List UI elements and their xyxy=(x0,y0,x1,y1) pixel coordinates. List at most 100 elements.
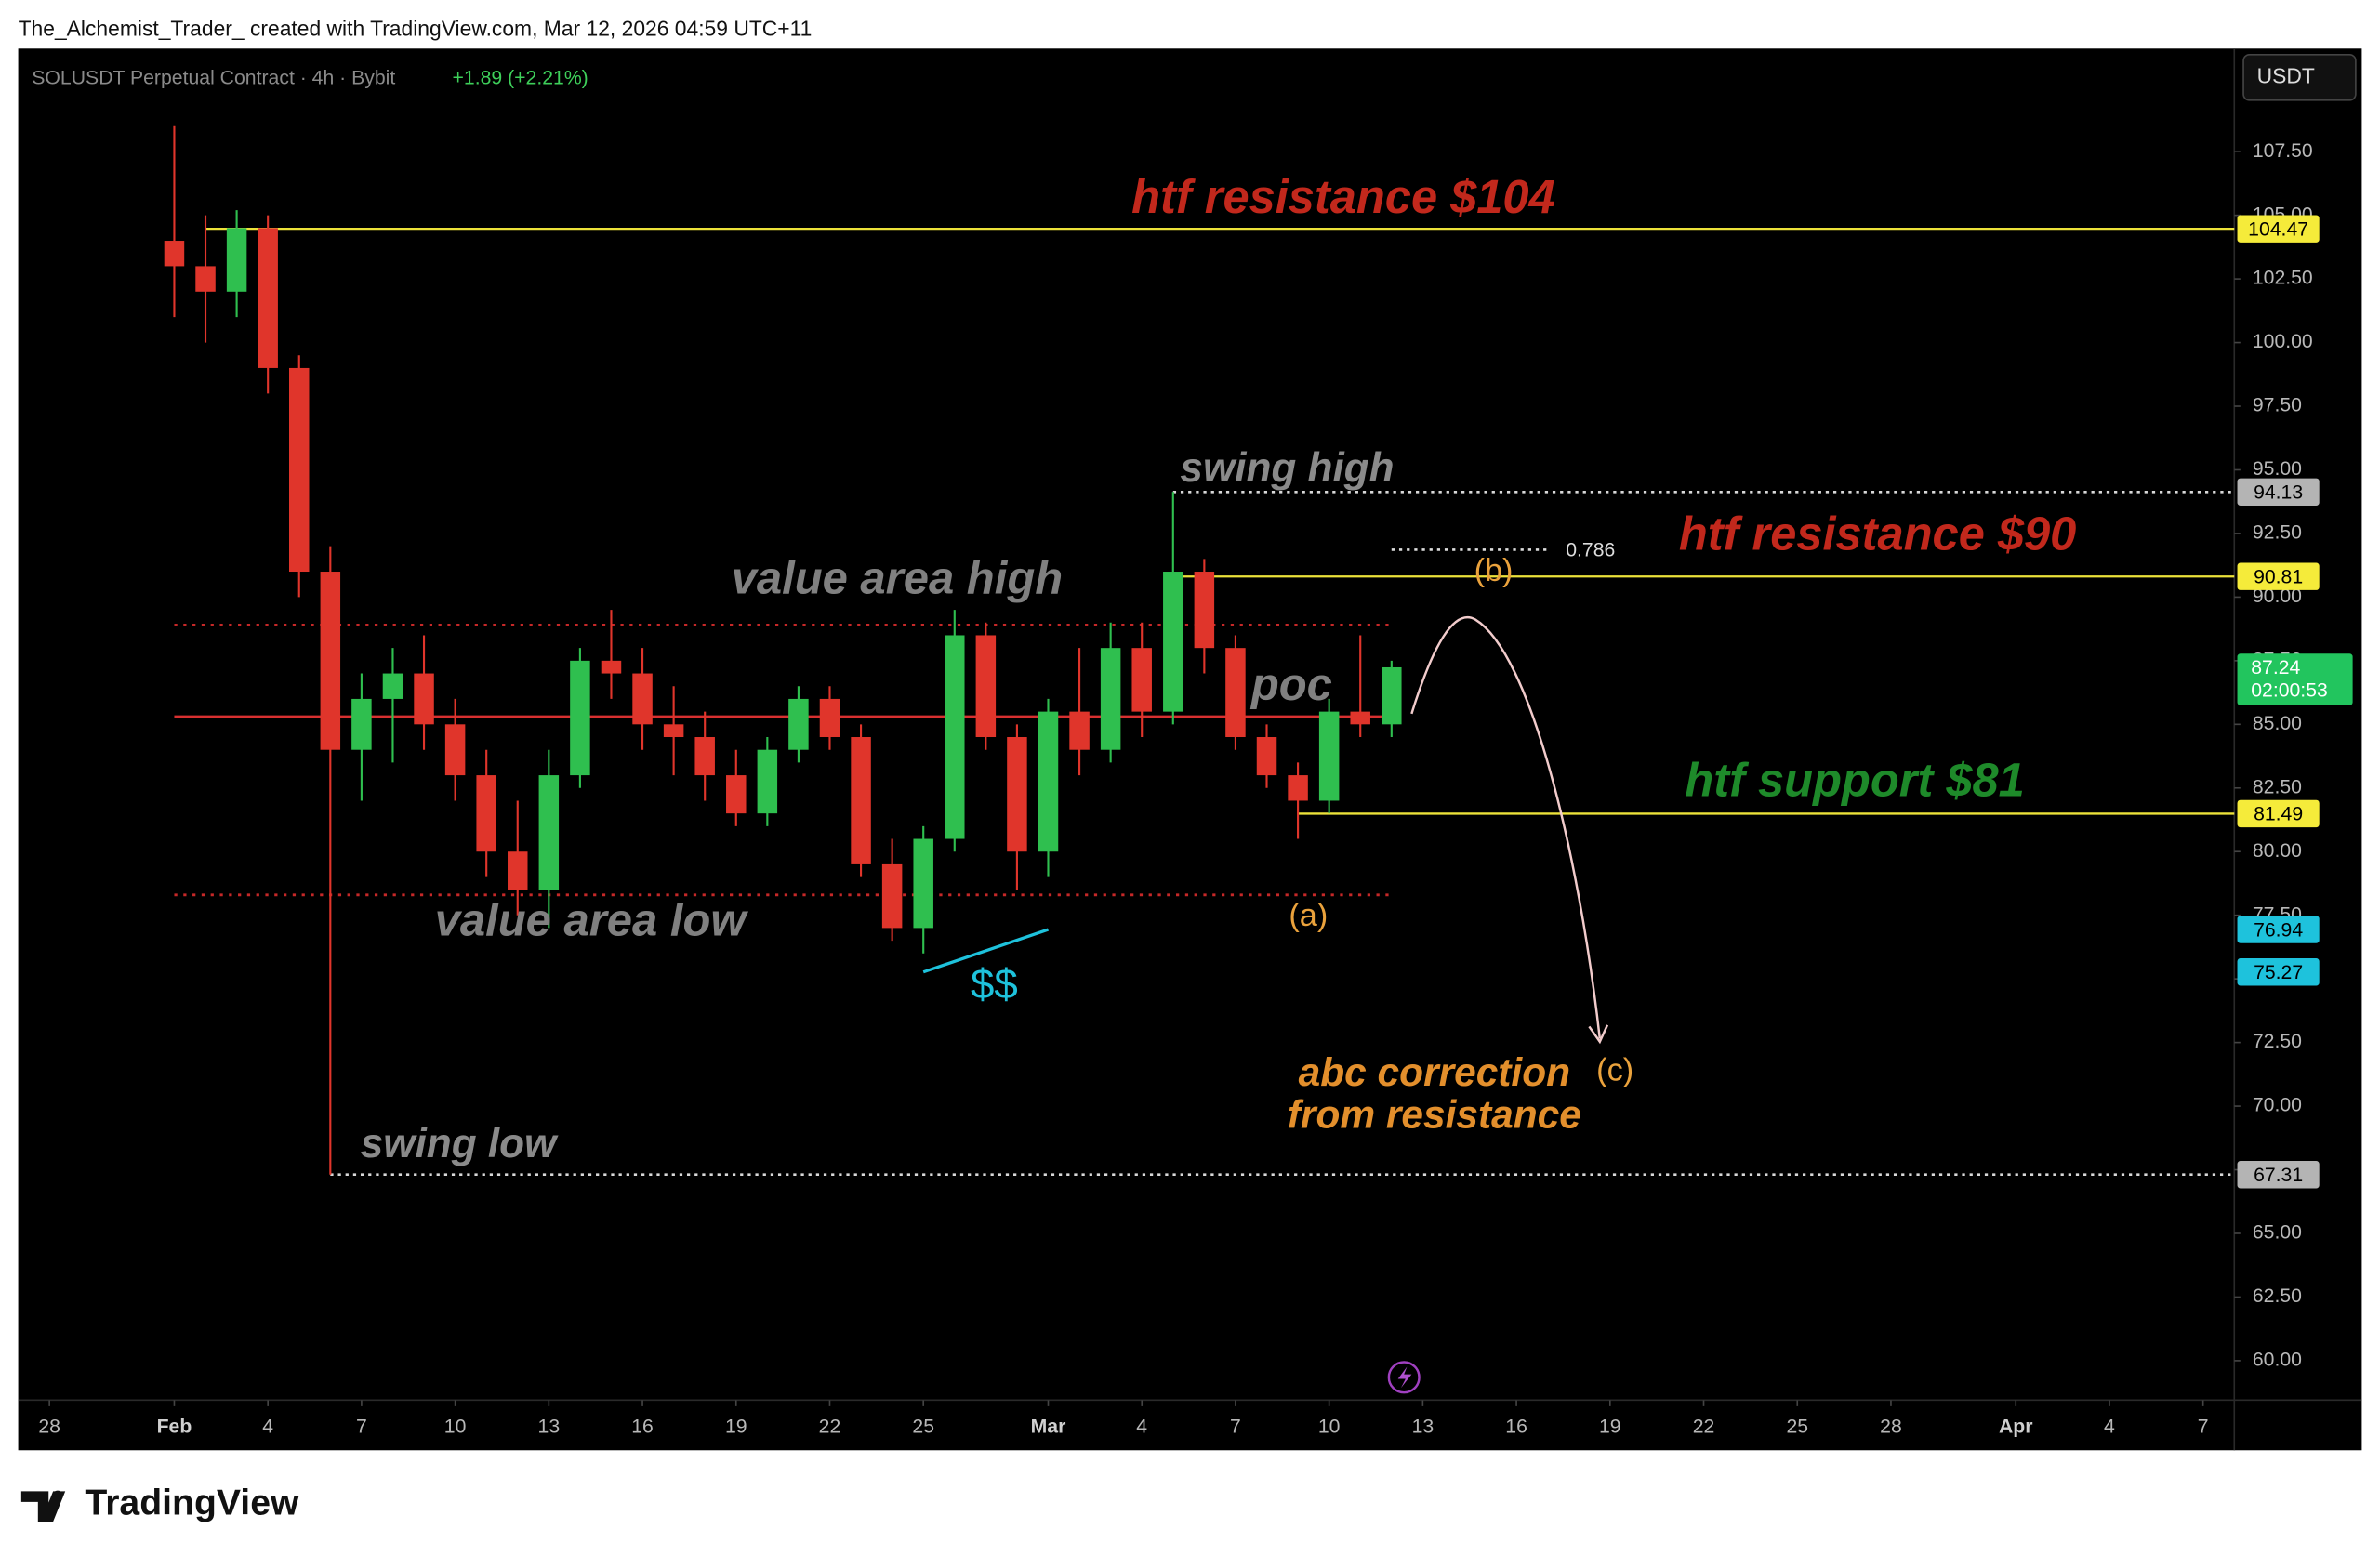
y-tick-label: 102.50 xyxy=(2253,268,2313,289)
annotation: htf resistance $104 xyxy=(1131,170,1555,223)
trendline xyxy=(922,928,1050,974)
y-tick-label: 107.50 xyxy=(2253,140,2313,162)
x-tick-label: 4 xyxy=(262,1416,273,1437)
x-tick-label: Mar xyxy=(1031,1416,1066,1437)
candle-body xyxy=(164,241,185,267)
candle-body xyxy=(913,838,933,929)
price-tag-label: 67.31 xyxy=(2254,1165,2303,1186)
trend-tag xyxy=(2237,916,2320,943)
candle-body xyxy=(663,724,684,738)
y-tick-label: 72.50 xyxy=(2253,1031,2302,1052)
annotation: $$ xyxy=(971,960,1018,1008)
candle-body xyxy=(444,724,466,776)
candle-body xyxy=(1194,572,1215,649)
price-tag xyxy=(2237,1161,2320,1189)
price-tag xyxy=(2237,215,2320,243)
annotation: swing high xyxy=(1180,445,1394,491)
brand-logo: TradingView xyxy=(20,1483,299,1522)
x-tick-label: 13 xyxy=(538,1416,561,1437)
candle-body xyxy=(726,775,747,814)
y-tick-label: 92.50 xyxy=(2253,522,2302,544)
fib-label: 0.786 xyxy=(1566,540,1615,561)
annotation: value area high xyxy=(732,554,1064,604)
annotation: from resistance xyxy=(1288,1093,1581,1137)
y-tick-label: 62.50 xyxy=(2253,1285,2302,1307)
y-tick-label: 100.00 xyxy=(2253,331,2313,352)
price-tag-label: 94.13 xyxy=(2254,482,2303,504)
trend-tag-label: 75.27 xyxy=(2254,962,2303,983)
price-tag xyxy=(2237,562,2320,590)
candle-body xyxy=(757,749,778,814)
candle-body xyxy=(819,698,840,738)
y-tick-label: 97.50 xyxy=(2253,395,2302,416)
x-tick-label: 16 xyxy=(1505,1416,1527,1437)
y-tick-label: 70.00 xyxy=(2253,1095,2302,1116)
y-tick-label: 80.00 xyxy=(2253,840,2302,862)
annotation: htf resistance $90 xyxy=(1679,507,2076,560)
candle-body xyxy=(289,367,310,573)
y-tick-label: 65.00 xyxy=(2253,1222,2302,1244)
candle-body xyxy=(1100,648,1121,750)
legend-symbol: SOLUSDT Perpetual Contract · 4h · Bybit xyxy=(32,68,395,89)
candle-body xyxy=(382,673,403,699)
last-price-label: 87.24 xyxy=(2251,657,2300,679)
candle-body xyxy=(1318,711,1340,801)
candles xyxy=(164,125,1402,1175)
x-tick-label: 13 xyxy=(1412,1416,1435,1437)
x-tick-label: 28 xyxy=(38,1416,60,1437)
x-tick-label: 22 xyxy=(819,1416,841,1437)
price-tag-label: 81.49 xyxy=(2254,804,2303,825)
annotations: htf resistance $104 htf resistance $90 h… xyxy=(361,170,2077,1166)
x-tick-label: 25 xyxy=(1786,1416,1808,1437)
candle-body xyxy=(226,228,247,292)
trend-tag-label: 76.94 xyxy=(2254,919,2303,941)
price-tag-label: 104.47 xyxy=(2248,218,2308,240)
legend-change: +1.89 (+2.21%) xyxy=(453,68,588,89)
candle-body xyxy=(945,635,965,839)
candle-body xyxy=(1256,737,1277,776)
x-tick-label: 19 xyxy=(1599,1416,1621,1437)
x-tick-label: 4 xyxy=(1136,1416,1147,1437)
candle-body xyxy=(1382,666,1402,725)
candle-body xyxy=(1350,711,1370,725)
x-tick-label: Apr xyxy=(1999,1416,2033,1437)
y-tick-label: 60.00 xyxy=(2253,1350,2302,1371)
candle-body xyxy=(1163,572,1183,712)
candle-body xyxy=(632,673,653,725)
currency-button[interactable] xyxy=(2242,53,2357,101)
x-tick-label: 28 xyxy=(1880,1416,1902,1437)
annotation: poc xyxy=(1250,660,1332,710)
price-tag xyxy=(2237,478,2320,507)
header: The_Alchemist_Trader_ created with Tradi… xyxy=(19,17,813,41)
candle-body xyxy=(788,698,809,750)
x-tick-label: 7 xyxy=(1230,1416,1241,1437)
y-tick-label: 90.00 xyxy=(2253,586,2302,607)
candle-body xyxy=(1288,775,1308,801)
y-tick-label: 82.50 xyxy=(2253,776,2302,797)
y-tick-label: 85.00 xyxy=(2253,713,2302,734)
candle-body xyxy=(1069,711,1090,750)
x-tick-label: 16 xyxy=(631,1416,654,1437)
x-tick-label: 19 xyxy=(725,1416,747,1437)
annotation: htf support $81 xyxy=(1685,753,2024,806)
candle-body xyxy=(1007,737,1027,852)
replay-icon[interactable] xyxy=(1387,1361,1421,1394)
candle-body xyxy=(601,660,622,674)
trend-tag xyxy=(2237,958,2320,986)
candle-body xyxy=(351,698,372,750)
countdown-label: 02:00:53 xyxy=(2251,680,2328,702)
candle-body xyxy=(975,635,997,738)
axes: 60.0062.5065.0067.5070.0072.5075.0077.50… xyxy=(38,140,2353,1437)
price-tag xyxy=(2237,799,2320,828)
annotation: value area low xyxy=(435,895,749,945)
x-tick-label: 22 xyxy=(1693,1416,1715,1437)
chart-panel xyxy=(18,48,2362,1451)
candle-body xyxy=(1131,648,1152,712)
price-tag-label: 90.81 xyxy=(2254,566,2303,587)
annotation: (c) xyxy=(1596,1053,1633,1088)
candle-body xyxy=(320,572,341,750)
candle-body xyxy=(851,737,871,864)
candle-body xyxy=(881,863,903,929)
